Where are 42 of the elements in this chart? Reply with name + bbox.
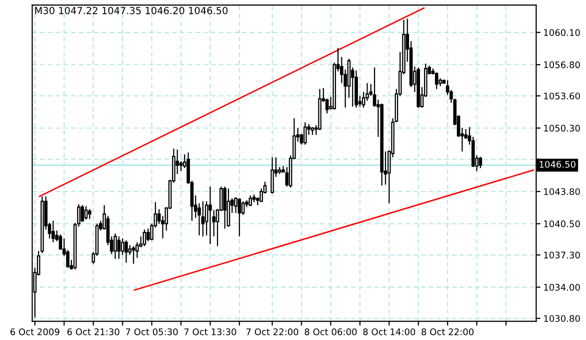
x-tick-label: 7 Oct 13:30 — [184, 328, 236, 336]
y-tick-label: 1043.80 — [544, 188, 580, 196]
candlestick — [201, 200, 205, 237]
x-tick-label: 7 Oct 05:30 — [126, 328, 178, 336]
x-tick-label: 6 Oct 21:30 — [67, 328, 120, 336]
candlestick — [84, 206, 88, 220]
candlestick — [80, 204, 84, 222]
y-tick-label: 1053.60 — [544, 92, 580, 100]
ref-line-label: 1046.50 — [540, 160, 576, 168]
candlestick — [52, 220, 55, 243]
candlestick — [241, 200, 245, 216]
candlestick — [208, 186, 212, 245]
y-tick-label: 1034.00 — [544, 284, 580, 291]
candlestick — [146, 228, 150, 242]
y-tick-label: 1056.80 — [544, 61, 580, 68]
candlestick — [142, 229, 146, 247]
candlestick — [120, 238, 124, 256]
candlestick — [179, 160, 183, 172]
candlestick — [88, 208, 92, 220]
y-tick-label: 1030.80 — [544, 315, 580, 322]
candlestick — [478, 156, 482, 169]
x-tick-label: 8 Oct 14:00 — [363, 328, 416, 336]
x-tick-label: 8 Oct 06:00 — [304, 328, 357, 336]
candlestick — [117, 236, 121, 260]
candlestick — [114, 232, 117, 260]
candlestick — [132, 246, 136, 264]
candlestick — [434, 72, 438, 90]
x-tick-label: 8 Oct 22:00 — [422, 328, 474, 336]
candlestick — [270, 156, 274, 194]
candlestick — [248, 194, 252, 207]
candlestick — [223, 186, 226, 230]
candlestick — [303, 122, 307, 146]
y-tick-label: 1037.30 — [544, 252, 580, 258]
candlestick — [325, 98, 329, 114]
candlestick — [124, 240, 128, 264]
chart-title: M30 1047.22 1047.35 1046.20 1046.50 — [35, 6, 228, 14]
candlestick — [238, 198, 242, 237]
y-tick-label: 1060.10 — [544, 29, 580, 36]
x-tick-label: 6 Oct 2009 — [10, 328, 60, 336]
x-tick-label: 7 Oct 22:00 — [246, 328, 298, 336]
y-tick-label: 1040.50 — [544, 220, 580, 228]
y-tick-label: 1050.30 — [544, 124, 580, 132]
